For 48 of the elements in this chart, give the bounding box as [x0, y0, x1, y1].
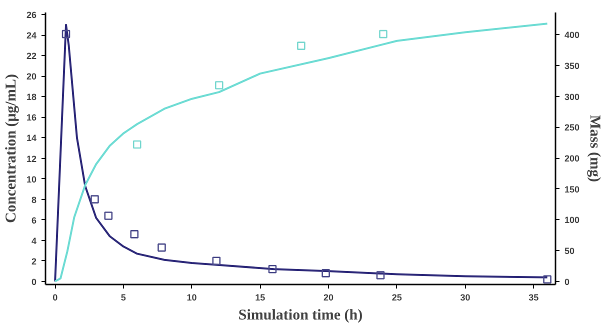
y2-tick-label: 350 — [564, 61, 580, 72]
y-tick-label: 6 — [31, 215, 37, 226]
y2-tick-label: 100 — [564, 215, 580, 226]
point — [379, 30, 388, 38]
y2-tick-label: 50 — [564, 246, 575, 256]
point — [376, 271, 385, 280]
y-tick-label: 8 — [31, 194, 37, 205]
point — [297, 42, 306, 50]
point — [268, 264, 277, 274]
y-tick-label: 26 — [26, 10, 37, 20]
point — [158, 243, 166, 252]
y-tick-label: 2 — [31, 256, 37, 266]
point — [90, 195, 99, 204]
y2-tick-label: 150 — [564, 184, 580, 194]
y2-tick-label: 0 — [564, 276, 570, 287]
point — [132, 140, 142, 149]
y2-tick-label: 200 — [564, 154, 580, 164]
x-tick-label: 25 — [392, 292, 402, 302]
point — [322, 269, 330, 278]
x-tick-label: 35 — [528, 292, 539, 302]
point — [130, 230, 139, 238]
point — [214, 81, 224, 90]
y2-tick-label: 300 — [564, 92, 580, 102]
y-tick-label: 14 — [26, 133, 37, 144]
y-tick-label: 12 — [26, 154, 37, 164]
y-tick-label: 22 — [26, 51, 37, 62]
point — [62, 30, 70, 38]
y-tick-label: 18 — [26, 92, 37, 102]
y2-axis-title: Mass (mg) — [586, 114, 603, 182]
point — [104, 212, 113, 220]
y-tick-label: 4 — [31, 236, 37, 246]
x-tick-label: 10 — [186, 292, 197, 302]
y-tick-label: 24 — [26, 30, 37, 41]
point — [212, 256, 221, 266]
x-tick-label: 15 — [255, 292, 266, 302]
x-axis-title: Simulation time (h) — [238, 308, 363, 324]
x-tick-label: 20 — [324, 292, 334, 302]
y-tick-label: 16 — [26, 112, 37, 123]
y-tick-label: 10 — [26, 174, 37, 184]
y2-tick-label: 250 — [564, 122, 580, 133]
x-tick-label: 30 — [460, 292, 470, 302]
y-tick-label: 0 — [31, 276, 37, 287]
x-tick-label: 0 — [52, 292, 58, 302]
x-tick-label: 5 — [120, 292, 126, 302]
y-tick-label: 20 — [26, 72, 37, 82]
point — [543, 275, 552, 284]
y2-tick-label: 400 — [564, 30, 580, 40]
y-axis-title: Concentration (μg/mL) — [3, 74, 20, 223]
